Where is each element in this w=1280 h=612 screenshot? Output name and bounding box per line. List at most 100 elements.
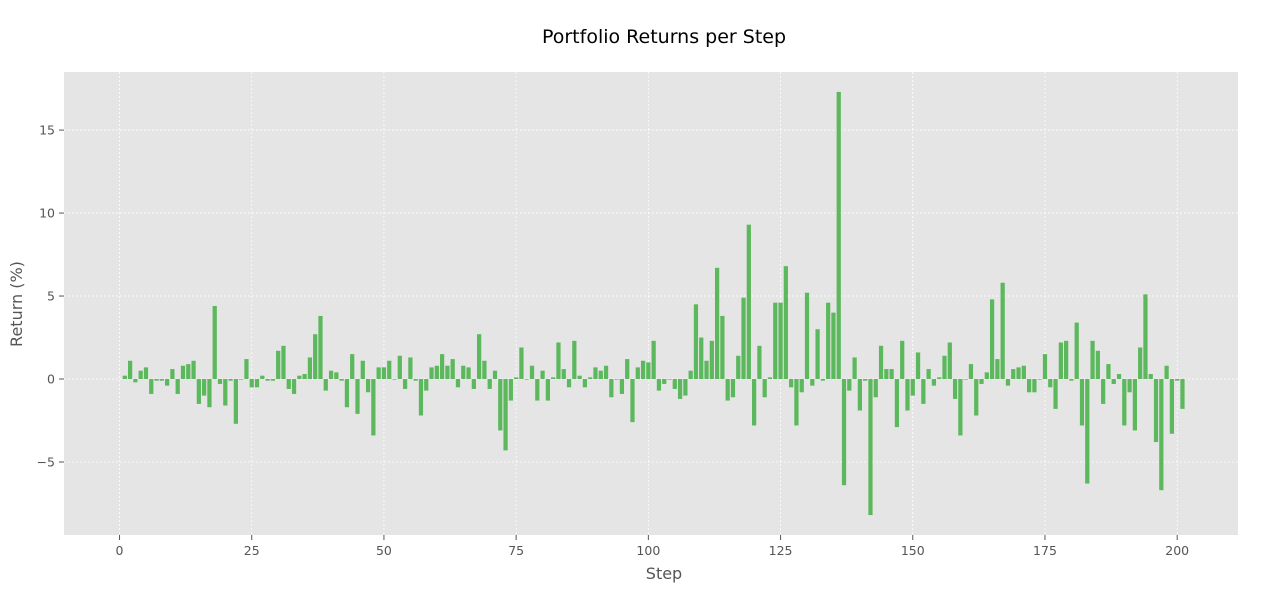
bar [736,355,741,380]
bar [566,379,572,388]
bar [381,367,387,380]
y-tick-label: 0 [47,372,55,387]
bar [1153,379,1159,443]
bar [847,379,852,391]
y-tick-label: 5 [47,289,55,304]
x-tick-label: 100 [636,543,660,558]
bar [667,379,672,380]
bar [1074,322,1079,380]
x-axis-label: Step [646,564,682,583]
x-tick-label: 150 [901,543,925,558]
bar [857,379,863,411]
bar [942,355,947,380]
bar [783,266,788,380]
bar [239,379,244,380]
bar [603,365,609,380]
bar [1005,379,1011,386]
x-axis-ticks: 0 25 50 75 100 125 150 175 200 [116,535,1189,558]
bar [1159,379,1164,491]
bar [630,379,635,423]
bar [688,370,693,380]
bars [122,91,1185,516]
bar [1180,379,1185,409]
bar [1090,340,1095,380]
bar [313,334,318,380]
bar [1122,379,1127,426]
bar [207,379,212,408]
y-tick-label: 15 [39,123,55,138]
bar [492,370,498,380]
bar [572,340,577,380]
bar [894,379,900,428]
bar [1032,379,1037,393]
y-tick-label: 10 [39,206,55,221]
bar [434,365,439,380]
bar [514,377,519,380]
bar [535,379,540,401]
bar [323,379,328,391]
bar [968,364,974,380]
bar [561,369,566,380]
x-tick-label: 75 [508,543,524,558]
bar [593,367,598,380]
bar [127,360,133,380]
bar [360,360,365,380]
bar [265,379,270,381]
bar [307,357,313,380]
bar [191,360,196,380]
bar [683,379,688,396]
bar [339,379,344,381]
bar [540,370,545,380]
bar [276,350,281,380]
bar [836,91,841,380]
bar [752,379,757,426]
bar [328,370,334,380]
bar [408,357,413,380]
bar [413,379,418,381]
bar [789,379,794,388]
bar [889,369,894,380]
bar [778,302,783,380]
bar [450,359,455,380]
bar [1148,374,1153,380]
bar [402,379,408,389]
bar [503,379,508,451]
bar [1053,379,1058,409]
bar [270,379,276,381]
bar [757,345,762,380]
bar [1000,282,1005,380]
bar [286,379,291,389]
bar [810,379,815,386]
bar [625,359,630,380]
bar [1011,369,1016,380]
bar [672,379,677,389]
bar [614,379,619,380]
bar [974,379,979,416]
bar [397,355,402,380]
bar [921,379,926,404]
bar [344,379,350,408]
bar [714,267,720,380]
bar [1016,367,1021,380]
gridlines [64,72,1238,535]
bar [873,379,878,398]
bar [1127,379,1132,393]
bar [392,379,397,380]
x-tick-label: 125 [769,543,793,558]
bar [635,367,640,380]
bar [244,359,249,380]
bar [767,377,773,380]
bar [868,379,873,516]
bar [863,379,868,381]
bar [1175,379,1180,381]
bar [545,379,550,401]
chart-title: Portfolio Returns per Step [542,26,786,48]
bar [799,379,804,393]
bar [466,367,471,380]
bar [989,299,995,380]
bar [709,340,714,380]
bar [773,302,778,380]
bar [477,334,482,380]
